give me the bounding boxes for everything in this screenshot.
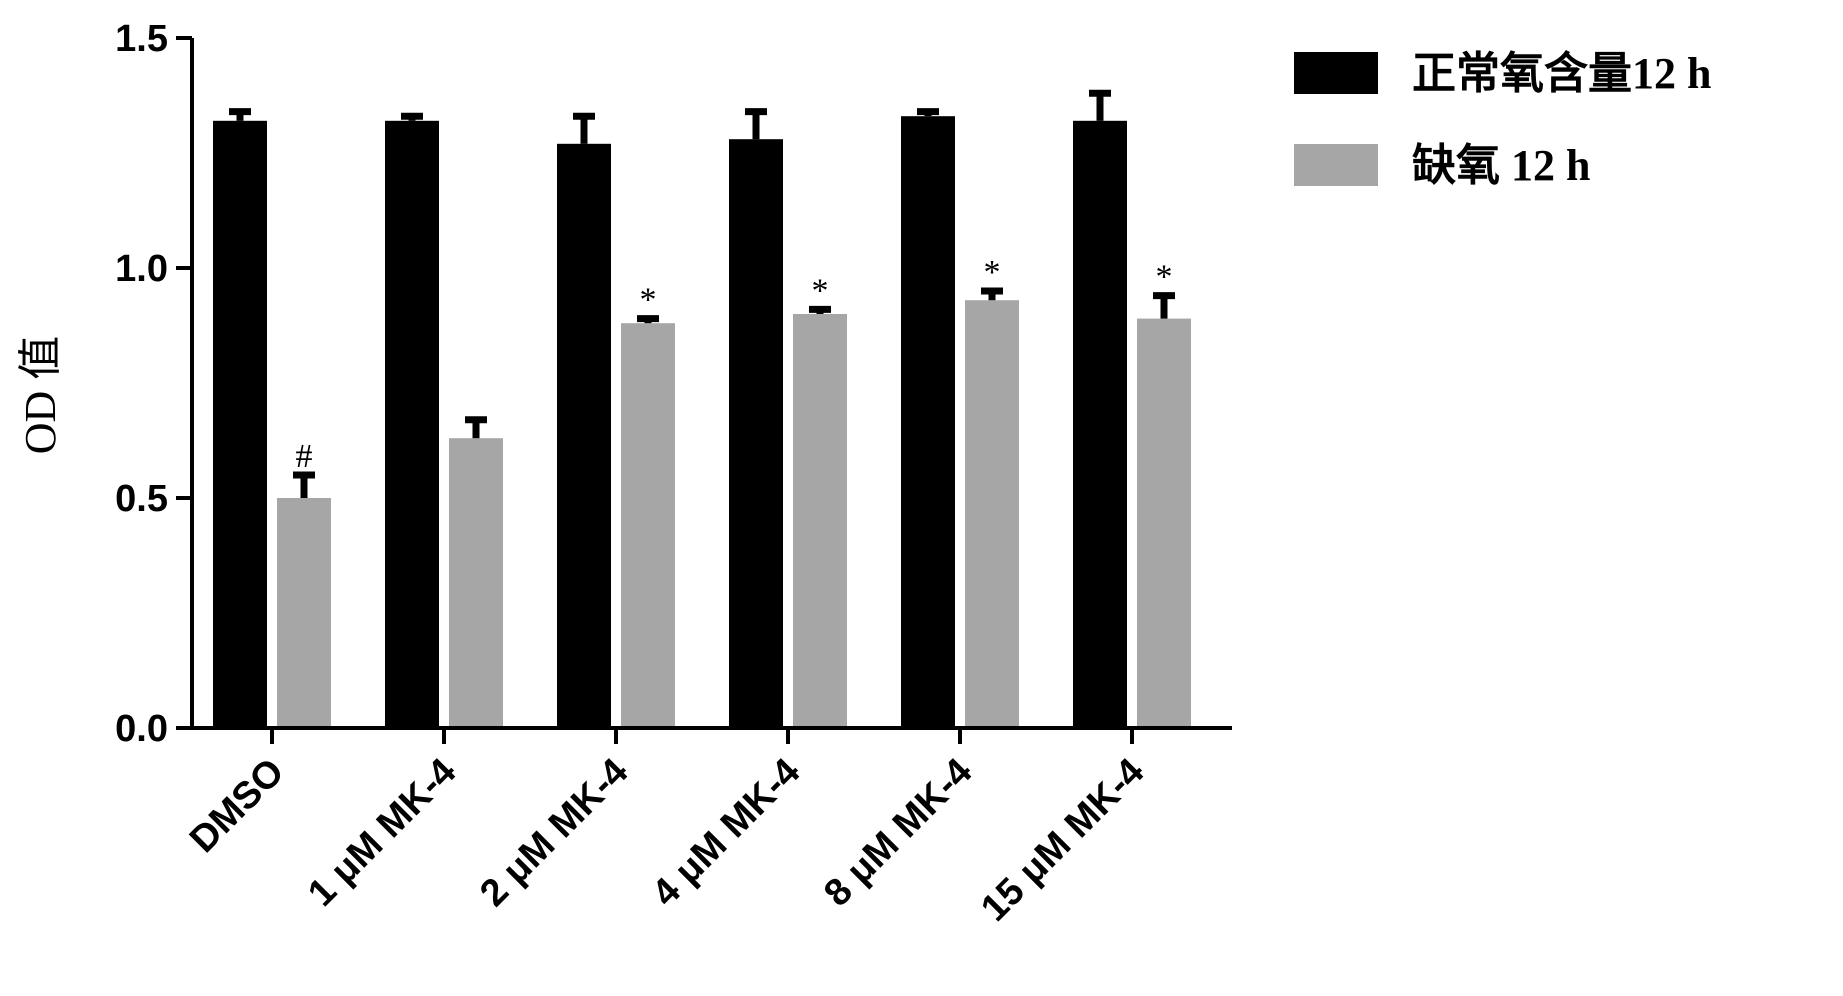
bar-hypoxia xyxy=(1137,318,1191,728)
plot-area: # * * * * xyxy=(213,89,1191,729)
legend: 正常氧含量12 h 缺氧 12 h xyxy=(1294,49,1711,190)
x-category-label: 2 μM MK-4 xyxy=(472,751,636,915)
y-tick-label: 0.5 xyxy=(115,478,168,520)
significance-mark: # xyxy=(296,438,313,475)
bar-normoxia xyxy=(385,120,439,729)
x-category-label: 4 μM MK-4 xyxy=(644,751,808,915)
bar-normoxia xyxy=(901,116,955,728)
legend-swatch xyxy=(1294,144,1378,186)
legend-label: 正常氧含量12 h xyxy=(1412,49,1711,98)
bar-normoxia xyxy=(213,120,267,729)
x-category-label: DMSO xyxy=(182,751,292,861)
bar-normoxia xyxy=(729,139,783,728)
bar-hypoxia xyxy=(621,323,675,728)
bar-hypoxia xyxy=(277,498,331,728)
bar-normoxia xyxy=(557,143,611,729)
x-category-label: 15 μM MK-4 xyxy=(973,751,1152,930)
y-tick-label: 1.5 xyxy=(115,18,168,60)
legend-label: 缺氧 12 h xyxy=(1412,141,1590,190)
y-tick-label: 1.0 xyxy=(115,248,168,290)
significance-mark: * xyxy=(812,272,829,309)
significance-mark: * xyxy=(640,282,657,319)
significance-mark: * xyxy=(1156,259,1173,296)
y-axis-title: OD 值 xyxy=(16,336,65,455)
bar-hypoxia xyxy=(793,314,847,728)
legend-swatch xyxy=(1294,52,1378,94)
bar-hypoxia xyxy=(965,300,1019,728)
significance-mark: * xyxy=(984,254,1001,291)
y-tick-label: 0.0 xyxy=(115,708,168,750)
x-category-label: 8 μM MK-4 xyxy=(816,751,980,915)
x-category-label: 1 μM MK-4 xyxy=(300,751,464,915)
bar-normoxia xyxy=(1073,120,1127,729)
bar-hypoxia xyxy=(449,438,503,728)
